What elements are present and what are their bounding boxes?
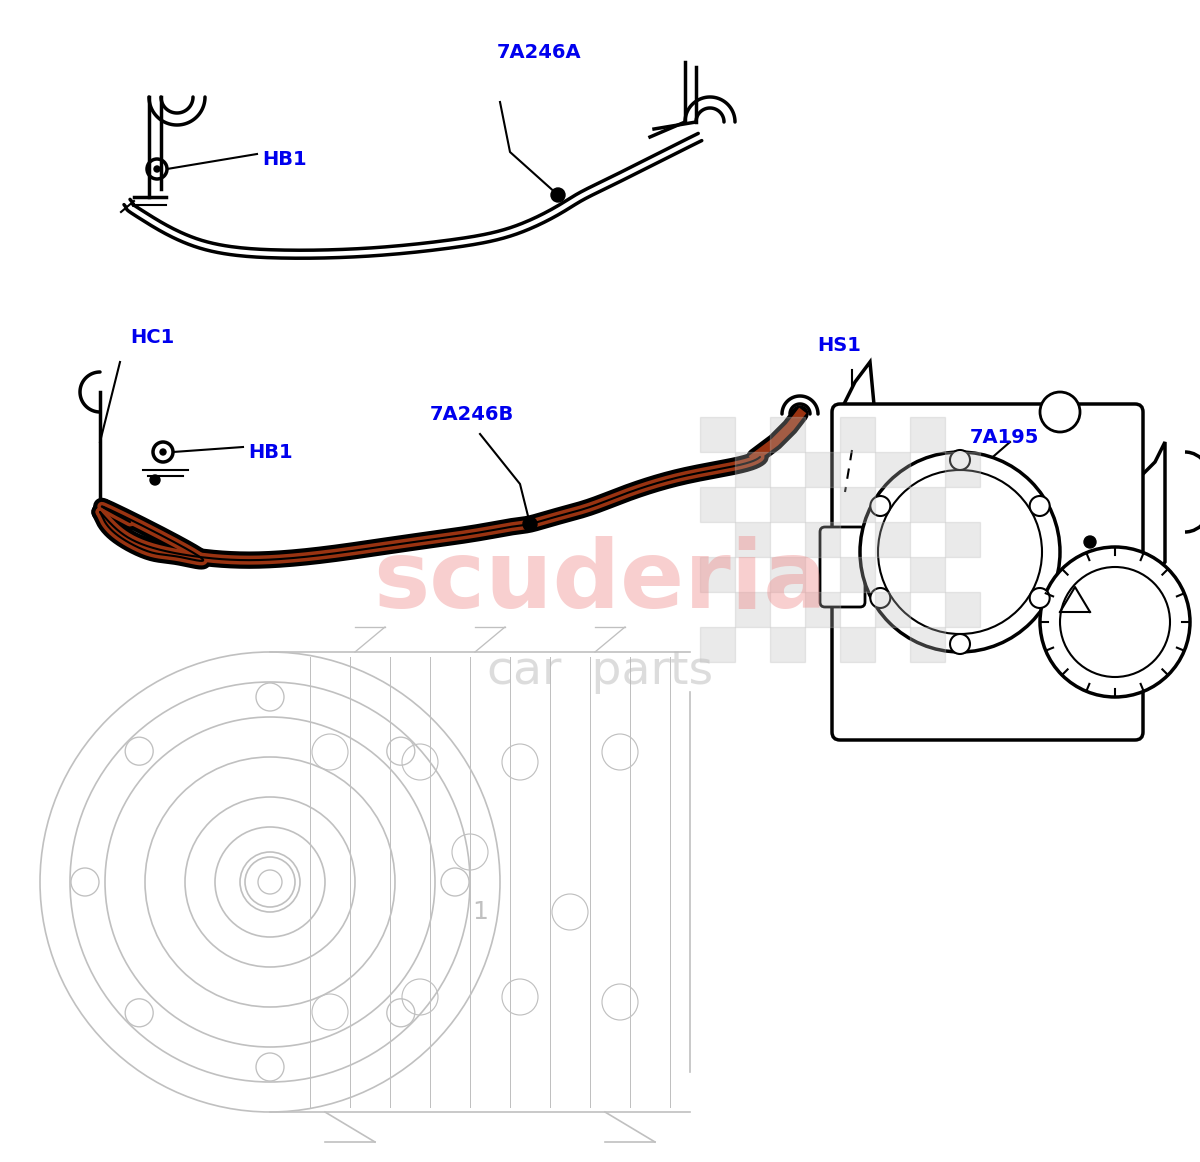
Circle shape — [1040, 392, 1080, 432]
Circle shape — [860, 452, 1060, 652]
Circle shape — [523, 517, 538, 531]
Bar — [770, 627, 805, 662]
Bar — [840, 487, 875, 522]
Bar — [910, 627, 946, 662]
Text: 7A246B: 7A246B — [430, 406, 515, 424]
Circle shape — [847, 445, 857, 456]
Bar — [700, 557, 734, 591]
Bar — [734, 522, 770, 557]
Bar — [805, 522, 840, 557]
Bar — [875, 591, 910, 627]
Circle shape — [150, 475, 160, 485]
Text: 7A195: 7A195 — [970, 428, 1039, 447]
Bar — [770, 417, 805, 452]
Circle shape — [950, 450, 970, 469]
Bar — [700, 487, 734, 522]
Bar — [770, 487, 805, 522]
Text: HS1: HS1 — [817, 336, 860, 356]
Bar — [875, 522, 910, 557]
Text: HB1: HB1 — [248, 443, 293, 461]
Circle shape — [870, 496, 890, 516]
Circle shape — [870, 588, 890, 608]
Bar — [840, 627, 875, 662]
Text: car  parts: car parts — [487, 650, 713, 695]
Bar — [840, 417, 875, 452]
Bar — [946, 591, 980, 627]
Bar — [700, 417, 734, 452]
Circle shape — [154, 166, 160, 172]
Text: HC1: HC1 — [130, 328, 174, 346]
Bar — [946, 522, 980, 557]
Text: 7A246A: 7A246A — [497, 43, 582, 62]
Bar — [805, 591, 840, 627]
Circle shape — [1030, 496, 1050, 516]
Bar — [770, 557, 805, 591]
Bar — [910, 417, 946, 452]
Bar — [734, 452, 770, 487]
Bar — [875, 452, 910, 487]
Circle shape — [551, 188, 565, 202]
Text: scuderia: scuderia — [373, 536, 827, 627]
Circle shape — [1060, 567, 1170, 677]
Circle shape — [160, 449, 166, 456]
Bar — [734, 591, 770, 627]
Bar — [805, 452, 840, 487]
Text: HB1: HB1 — [262, 150, 307, 168]
Bar — [700, 627, 734, 662]
FancyBboxPatch shape — [820, 528, 865, 607]
Text: 1: 1 — [472, 901, 488, 924]
Bar — [910, 487, 946, 522]
Circle shape — [1030, 588, 1050, 608]
Circle shape — [878, 469, 1042, 634]
Circle shape — [1084, 536, 1096, 548]
Polygon shape — [840, 363, 1165, 682]
Bar — [910, 557, 946, 591]
FancyBboxPatch shape — [832, 404, 1142, 740]
Circle shape — [950, 634, 970, 654]
Bar — [946, 452, 980, 487]
Bar — [840, 557, 875, 591]
Circle shape — [1040, 547, 1190, 697]
